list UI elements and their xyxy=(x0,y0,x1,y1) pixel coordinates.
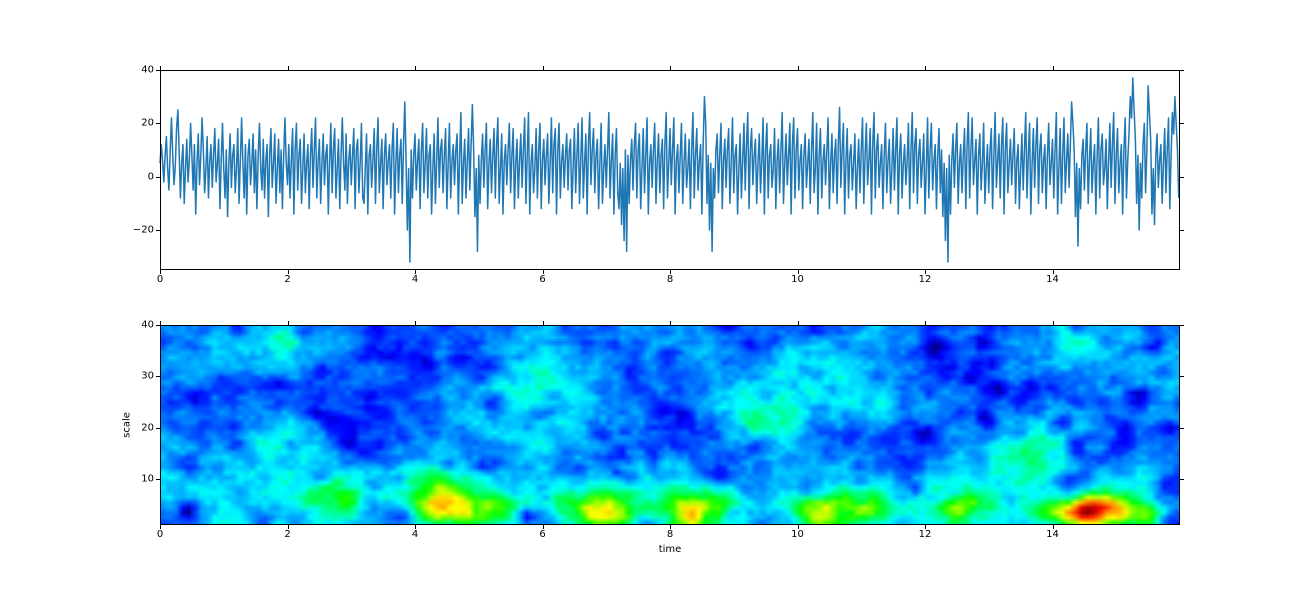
x-tick-mark xyxy=(543,66,544,70)
y-tick-mark xyxy=(1180,325,1184,326)
x-tick-mark xyxy=(415,66,416,70)
x-tick-label: 14 xyxy=(1046,274,1059,285)
x-tick-mark xyxy=(670,66,671,70)
x-tick-mark xyxy=(288,66,289,70)
x-tick-label: 6 xyxy=(539,529,545,540)
x-tick-label: 14 xyxy=(1046,529,1059,540)
y-tick-mark xyxy=(156,428,160,429)
y-tick-mark xyxy=(1180,428,1184,429)
y-tick-mark xyxy=(1180,479,1184,480)
x-tick-label: 0 xyxy=(157,274,163,285)
x-tick-label: 4 xyxy=(412,274,418,285)
x-tick-mark xyxy=(160,321,161,325)
y-tick-label: 40 xyxy=(141,65,154,76)
signal-line-chart: 02468101214−2002040 xyxy=(160,70,1180,270)
y-tick-label: 0 xyxy=(148,171,154,182)
y-tick-label: 10 xyxy=(141,473,154,484)
x-tick-label: 12 xyxy=(919,274,932,285)
x-axis-label: time xyxy=(659,544,682,555)
y-tick-mark xyxy=(156,325,160,326)
x-tick-mark xyxy=(925,321,926,325)
x-tick-mark xyxy=(798,321,799,325)
x-tick-mark xyxy=(160,66,161,70)
y-tick-label: −20 xyxy=(133,225,154,236)
y-tick-mark xyxy=(1180,70,1184,71)
x-tick-label: 4 xyxy=(412,529,418,540)
scalogram-heatmap: scale time 0246810121410203040 xyxy=(160,325,1180,525)
y-tick-label: 20 xyxy=(141,422,154,433)
x-tick-mark xyxy=(925,66,926,70)
x-tick-label: 10 xyxy=(791,529,804,540)
y-tick-mark xyxy=(1180,376,1184,377)
x-tick-label: 12 xyxy=(919,529,932,540)
x-tick-mark xyxy=(543,321,544,325)
x-tick-mark xyxy=(415,321,416,325)
y-tick-label: 30 xyxy=(141,371,154,382)
y-tick-mark xyxy=(1180,177,1184,178)
x-tick-label: 2 xyxy=(284,274,290,285)
y-tick-label: 20 xyxy=(141,118,154,129)
y-axis-label: scale xyxy=(121,412,132,438)
x-tick-label: 8 xyxy=(667,274,673,285)
x-tick-mark xyxy=(1053,321,1054,325)
y-tick-mark xyxy=(156,70,160,71)
y-tick-label: 40 xyxy=(141,320,154,331)
y-tick-mark xyxy=(156,230,160,231)
x-tick-label: 0 xyxy=(157,529,163,540)
figure: 02468101214−2002040 scale time 024681012… xyxy=(0,0,1300,600)
y-tick-mark xyxy=(156,177,160,178)
x-tick-label: 8 xyxy=(667,529,673,540)
y-tick-mark xyxy=(156,479,160,480)
y-tick-mark xyxy=(1180,123,1184,124)
x-tick-mark xyxy=(670,321,671,325)
x-tick-mark xyxy=(288,321,289,325)
y-tick-mark xyxy=(156,376,160,377)
x-tick-label: 6 xyxy=(539,274,545,285)
signal-line xyxy=(160,70,1180,270)
x-tick-label: 2 xyxy=(284,529,290,540)
x-tick-mark xyxy=(798,66,799,70)
x-tick-label: 10 xyxy=(791,274,804,285)
y-tick-mark xyxy=(1180,230,1184,231)
y-tick-mark xyxy=(156,123,160,124)
heatmap-image xyxy=(160,325,1180,525)
x-tick-mark xyxy=(1053,66,1054,70)
